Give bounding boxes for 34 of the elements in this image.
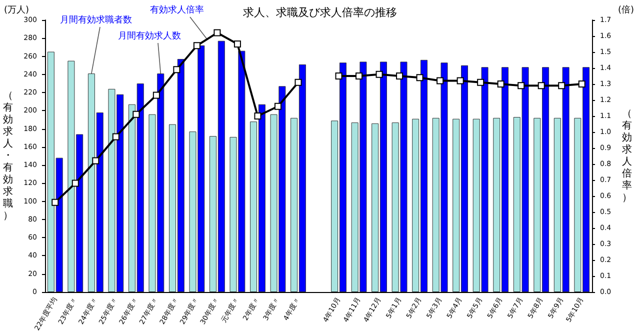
series-label: 有効求人倍率 (150, 4, 204, 16)
y2-axis-title: （有効求人倍率） (622, 108, 632, 204)
text: (万人) (4, 4, 30, 16)
text: （有効求人・有効求職） (3, 90, 13, 222)
point (376, 70, 383, 78)
point (193, 42, 200, 50)
point (518, 82, 525, 90)
point (558, 82, 566, 90)
chart-title: 求人、求職及び求人倍率の推移 (243, 6, 397, 19)
point (456, 77, 464, 84)
point (72, 180, 79, 187)
point (92, 157, 100, 164)
text: (倍) (618, 4, 634, 16)
point (477, 78, 484, 86)
point (274, 102, 282, 110)
point (416, 74, 424, 82)
point (436, 77, 444, 84)
point (52, 198, 59, 206)
point (152, 92, 160, 99)
point (396, 72, 404, 80)
point (578, 80, 586, 88)
point (335, 72, 342, 80)
point (497, 80, 504, 88)
point (214, 29, 221, 36)
point (254, 112, 262, 120)
point (356, 72, 363, 80)
text: 月間有効求職者数 (60, 14, 132, 26)
point (132, 110, 140, 118)
point (173, 66, 180, 74)
series-label: 月間有効求人数 (118, 30, 181, 42)
point (294, 78, 302, 86)
point (112, 133, 120, 140)
point (538, 82, 545, 90)
point (234, 40, 241, 48)
